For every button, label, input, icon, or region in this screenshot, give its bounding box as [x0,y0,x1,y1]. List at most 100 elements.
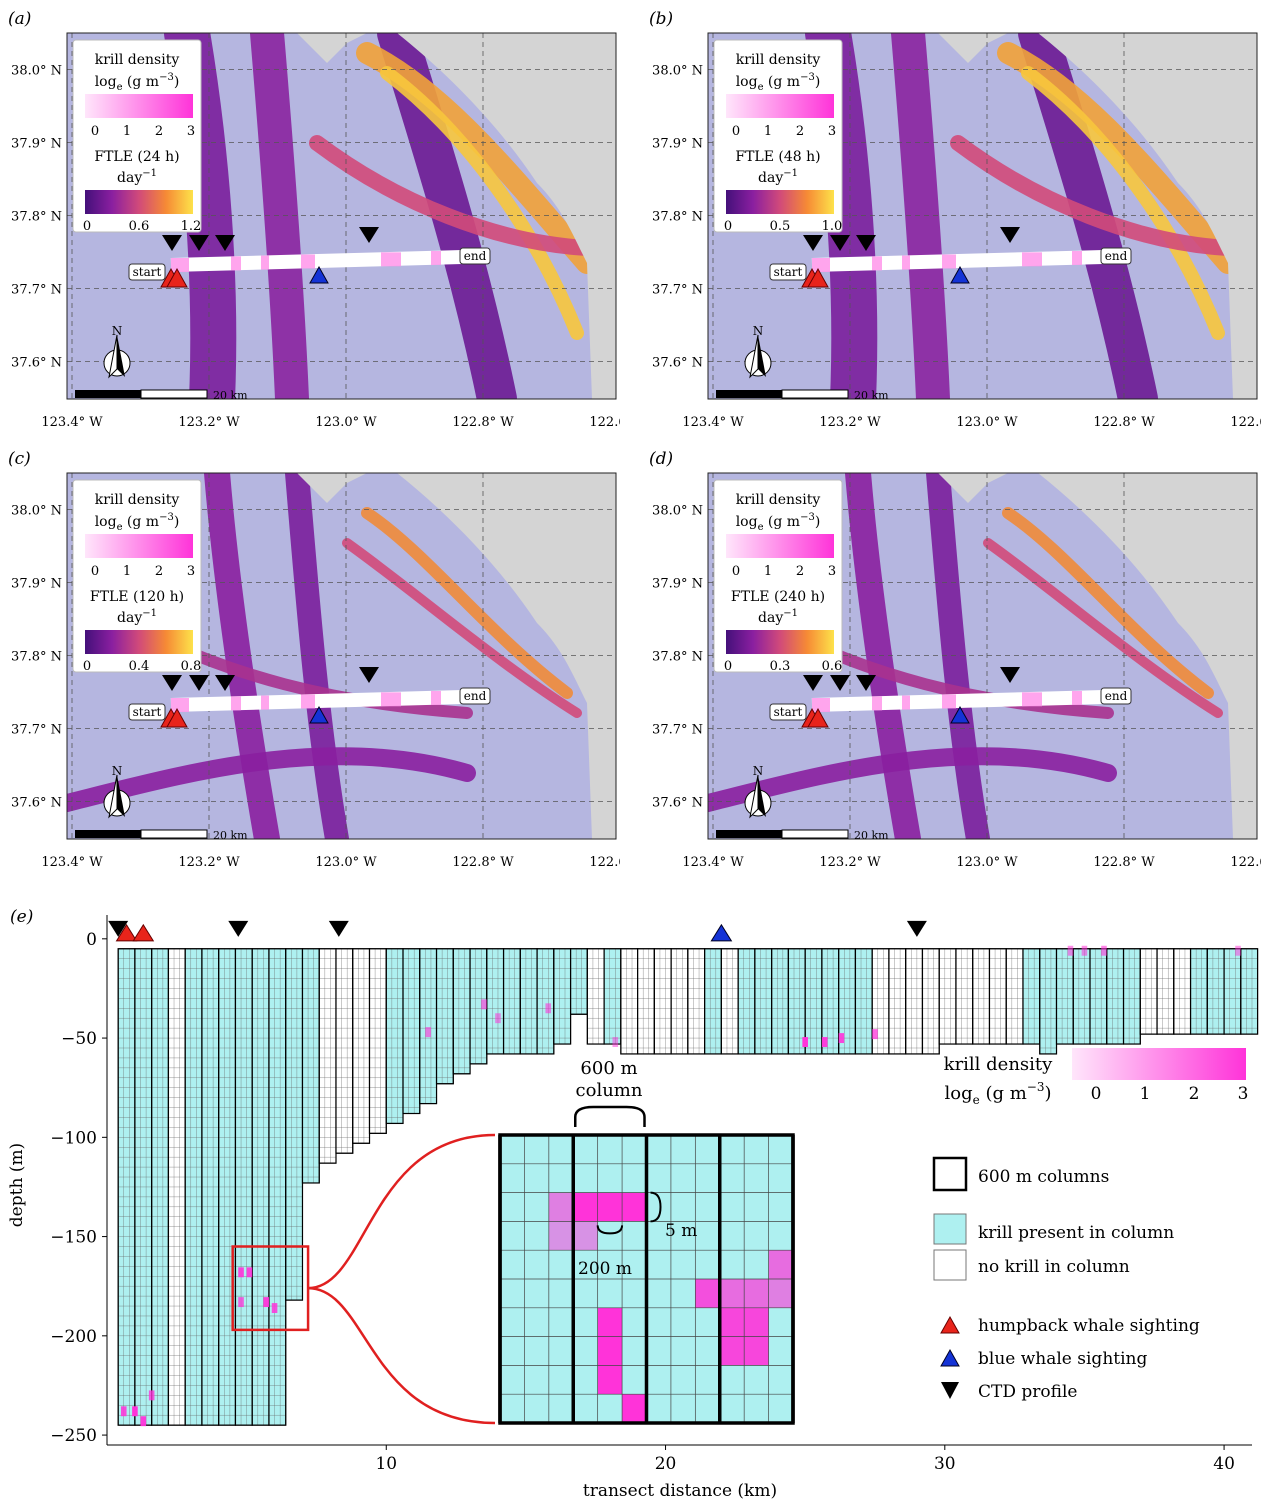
krill-tick: 2 [796,124,804,139]
legend-columns-swatch [932,1156,968,1192]
blue-whale-marker [950,705,970,724]
legend-ctd-label: CTD profile [978,1382,1077,1402]
ctd-marker [359,227,379,243]
krill-hotspot [238,1267,244,1278]
lon-tick: 122.6° W [1230,855,1261,870]
lat-tick: 37.7° N [11,723,62,738]
lat-tick: 37.6° N [11,796,62,811]
lon-tick: 123.0° W [315,855,377,870]
krill-tick: 3 [828,124,836,139]
map-legend [713,479,843,673]
lat-tick: 37.8° N [652,210,703,225]
lon-tick: 122.8° W [452,415,514,430]
krill-hotspot [495,1013,501,1024]
end-label: end [1105,689,1128,703]
transect-line [811,690,1104,712]
transect-column [301,948,320,1184]
inset-krill-cell [622,1192,647,1222]
krill-tick: 0 [91,124,99,139]
krill-hotspot [838,1033,845,1044]
panel-letter: (c) [8,449,31,469]
inset-krill-cell [719,1336,745,1366]
inset-krill-cell [719,1307,745,1337]
end-label: end [464,249,487,263]
lon-tick: 123.4° W [41,855,103,870]
ftle-tick: 0.8 [181,659,202,674]
legend-blue-label: blue whale sighting [978,1349,1147,1369]
scale-label: 20 km [213,829,248,842]
inset-krill-cell [597,1336,623,1366]
lat-tick: 37.9° N [652,577,703,592]
inset-krill-cell [548,1221,574,1251]
legend-krill-tick: 2 [1189,1084,1200,1104]
ctd-marker [359,667,379,683]
x-tick: 40 [1213,1454,1235,1474]
legend-ftle-title: FTLE (240 h) [731,589,825,605]
krill-hotspot [271,1303,278,1313]
ctd-marker [215,675,235,691]
transect-column [1106,948,1125,1045]
krill-hotspot [140,1416,147,1427]
ftle-tick: 0.5 [770,219,791,234]
ctd-marker [906,920,927,937]
ctd-marker [856,235,876,251]
lon-tick: 122.8° W [1093,415,1155,430]
inset-column-label-1: 600 m [580,1058,637,1079]
north-label: N [753,764,764,778]
transect-legend: krill density loge (g m−3) 0 1 2 3 600 m co… [932,1048,1248,1402]
transect-column [1089,948,1108,1045]
legend-krill-unit: loge (g m−3) [736,72,821,93]
krill-hotspot [132,1406,138,1417]
legend-absent-swatch [933,1249,967,1281]
transect-column [553,948,572,1045]
krill-tick: 2 [155,124,163,139]
inset-krill-cell [622,1394,647,1423]
krill-tick: 3 [187,564,195,579]
lat-tick: 37.9° N [11,137,62,152]
transect-column [318,948,337,1164]
scale-bar [75,390,141,398]
lat-tick: 37.9° N [11,577,62,592]
north-arrow-icon [117,335,125,377]
x-tick: 30 [934,1454,956,1474]
transect-column [1190,948,1208,1035]
legend-krill-unit: loge (g m−3) [95,512,180,533]
column-brace [574,1105,646,1127]
inset-krill-cell [744,1279,769,1308]
lon-tick: 123.4° W [41,415,103,430]
transect-column [452,948,471,1075]
krill-tick: 1 [764,124,772,139]
transect-column [1072,948,1091,1045]
inset-krill-cell [768,1250,793,1279]
krill-hotspot [802,1037,808,1048]
zoom-inset [308,1105,795,1425]
legend-present-label: krill present in column [978,1223,1174,1243]
y-tick: −150 [50,1228,97,1248]
legend-krill-tick: 0 [1091,1084,1102,1104]
legend-humpback-icon [940,1315,960,1334]
ctd-marker [830,675,850,691]
legend-humpback-label: humpback whale sighting [978,1316,1200,1336]
inset-krill-cell [573,1221,598,1251]
transect-line [170,250,463,272]
ctd-marker [803,675,823,691]
transect-line [170,690,463,712]
blue-whale-marker [309,265,329,284]
transect-column [1022,948,1041,1045]
legend-krill-title: krill density [736,492,821,508]
coastline-land [397,473,616,839]
lat-tick: 37.8° N [11,210,62,225]
map-legend [72,479,202,673]
inset-krill-cell [597,1365,623,1395]
transect-column [385,948,404,1124]
zoom-connector-top [308,1133,496,1290]
lon-tick: 123.0° W [956,855,1018,870]
lat-tick: 37.9° N [652,137,703,152]
ftle-colorbar [85,190,193,214]
scale-bar [716,830,782,838]
lon-tick: 123.2° W [178,415,240,430]
krill-tick: 1 [123,124,131,139]
legend-krill-title: krill density [95,492,180,508]
transect-column [988,948,1007,1045]
